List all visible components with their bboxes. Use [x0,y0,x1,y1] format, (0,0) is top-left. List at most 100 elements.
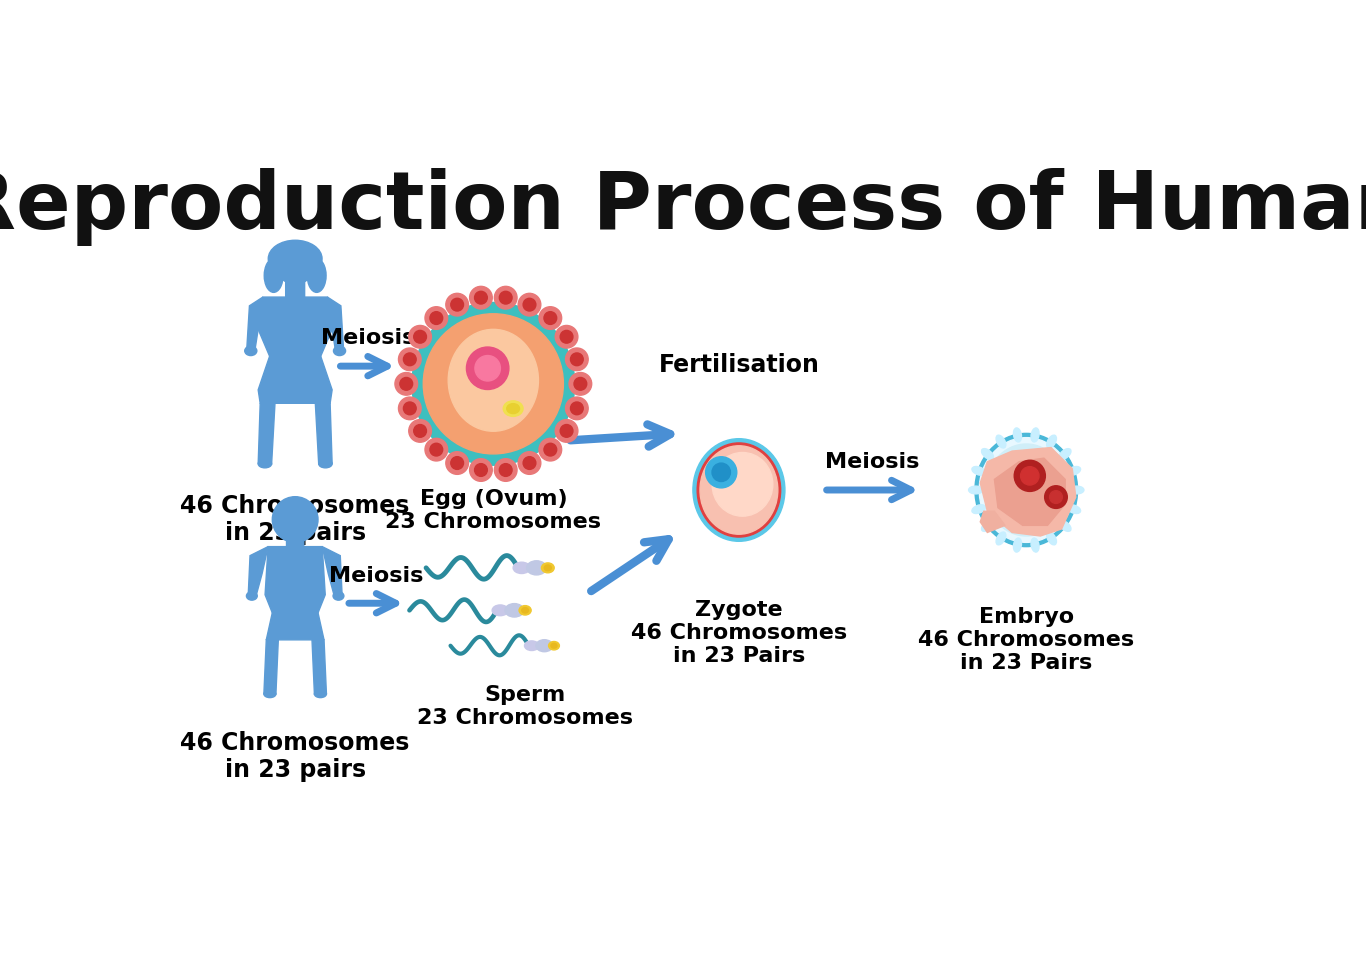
Text: Sperm
23 Chromosomes: Sperm 23 Chromosomes [417,685,634,728]
Ellipse shape [996,435,1005,448]
Polygon shape [266,612,324,640]
Circle shape [399,397,421,419]
Ellipse shape [1046,435,1056,448]
Ellipse shape [535,640,553,652]
Circle shape [395,372,418,395]
Text: Reproduction Process of Human: Reproduction Process of Human [0,168,1366,246]
Ellipse shape [1014,538,1022,552]
Circle shape [414,330,426,343]
Polygon shape [249,547,268,596]
Polygon shape [311,640,326,694]
Ellipse shape [1070,486,1085,494]
Ellipse shape [264,690,276,698]
Circle shape [451,298,463,311]
Ellipse shape [1031,428,1040,442]
Circle shape [494,286,518,309]
Circle shape [570,372,591,395]
Ellipse shape [246,592,257,600]
Text: Meiosis: Meiosis [825,453,919,472]
Circle shape [540,307,561,329]
Text: Egg (Ovum)
23 Chromosomes: Egg (Ovum) 23 Chromosomes [385,489,601,532]
Ellipse shape [693,439,785,541]
Ellipse shape [982,520,993,531]
Ellipse shape [307,259,326,292]
Circle shape [474,291,488,304]
Ellipse shape [541,563,555,572]
Polygon shape [981,448,1076,536]
Ellipse shape [985,444,1067,536]
Circle shape [400,377,413,390]
Circle shape [272,497,318,542]
Ellipse shape [448,329,538,431]
Circle shape [518,293,541,316]
Circle shape [425,307,448,329]
Ellipse shape [522,608,529,613]
Polygon shape [258,297,332,357]
Ellipse shape [314,690,326,698]
Ellipse shape [519,606,531,615]
Ellipse shape [549,642,560,650]
Circle shape [500,291,512,304]
Circle shape [571,353,583,366]
Polygon shape [322,547,342,596]
Ellipse shape [973,466,985,475]
Ellipse shape [507,404,519,414]
Circle shape [1020,466,1040,485]
Polygon shape [265,547,325,612]
Circle shape [574,377,587,390]
Polygon shape [328,297,344,351]
Circle shape [466,347,510,389]
Circle shape [1049,491,1063,504]
Ellipse shape [245,346,257,356]
Ellipse shape [979,438,1074,542]
Circle shape [445,293,469,316]
Circle shape [523,298,535,311]
Ellipse shape [699,446,777,534]
Circle shape [494,459,518,481]
Circle shape [430,443,443,456]
Circle shape [544,443,557,456]
Circle shape [555,325,578,348]
Circle shape [1014,461,1045,491]
Circle shape [403,402,417,415]
Circle shape [555,419,578,442]
Polygon shape [981,512,1005,532]
Ellipse shape [492,605,508,615]
Ellipse shape [1059,449,1071,460]
Ellipse shape [1046,532,1056,545]
Circle shape [445,452,469,474]
Ellipse shape [544,565,552,570]
Polygon shape [258,404,275,464]
Ellipse shape [503,401,523,416]
Circle shape [560,424,572,437]
Circle shape [1045,486,1067,509]
Circle shape [566,348,589,370]
Polygon shape [247,297,262,351]
Ellipse shape [505,604,523,617]
Polygon shape [994,459,1065,525]
Ellipse shape [1031,538,1040,552]
Circle shape [566,397,589,419]
Circle shape [276,247,314,284]
Text: 46 Chromosomes
in 23 pairs: 46 Chromosomes in 23 pairs [180,494,410,545]
Ellipse shape [258,460,272,467]
Polygon shape [258,357,332,404]
Ellipse shape [975,433,1078,547]
Circle shape [474,464,488,476]
Circle shape [571,402,583,415]
Text: Zygote
46 Chromosomes
in 23 Pairs: Zygote 46 Chromosomes in 23 Pairs [631,600,847,666]
Circle shape [560,330,572,343]
Circle shape [523,457,535,469]
FancyBboxPatch shape [287,532,303,548]
Ellipse shape [526,561,546,575]
Circle shape [518,452,541,474]
Circle shape [544,312,557,324]
Circle shape [425,438,448,461]
Ellipse shape [996,532,1005,545]
Ellipse shape [514,563,530,573]
Circle shape [706,457,736,488]
Text: Meiosis: Meiosis [329,565,423,585]
Circle shape [470,286,492,309]
Ellipse shape [982,449,993,460]
Ellipse shape [1059,520,1071,531]
